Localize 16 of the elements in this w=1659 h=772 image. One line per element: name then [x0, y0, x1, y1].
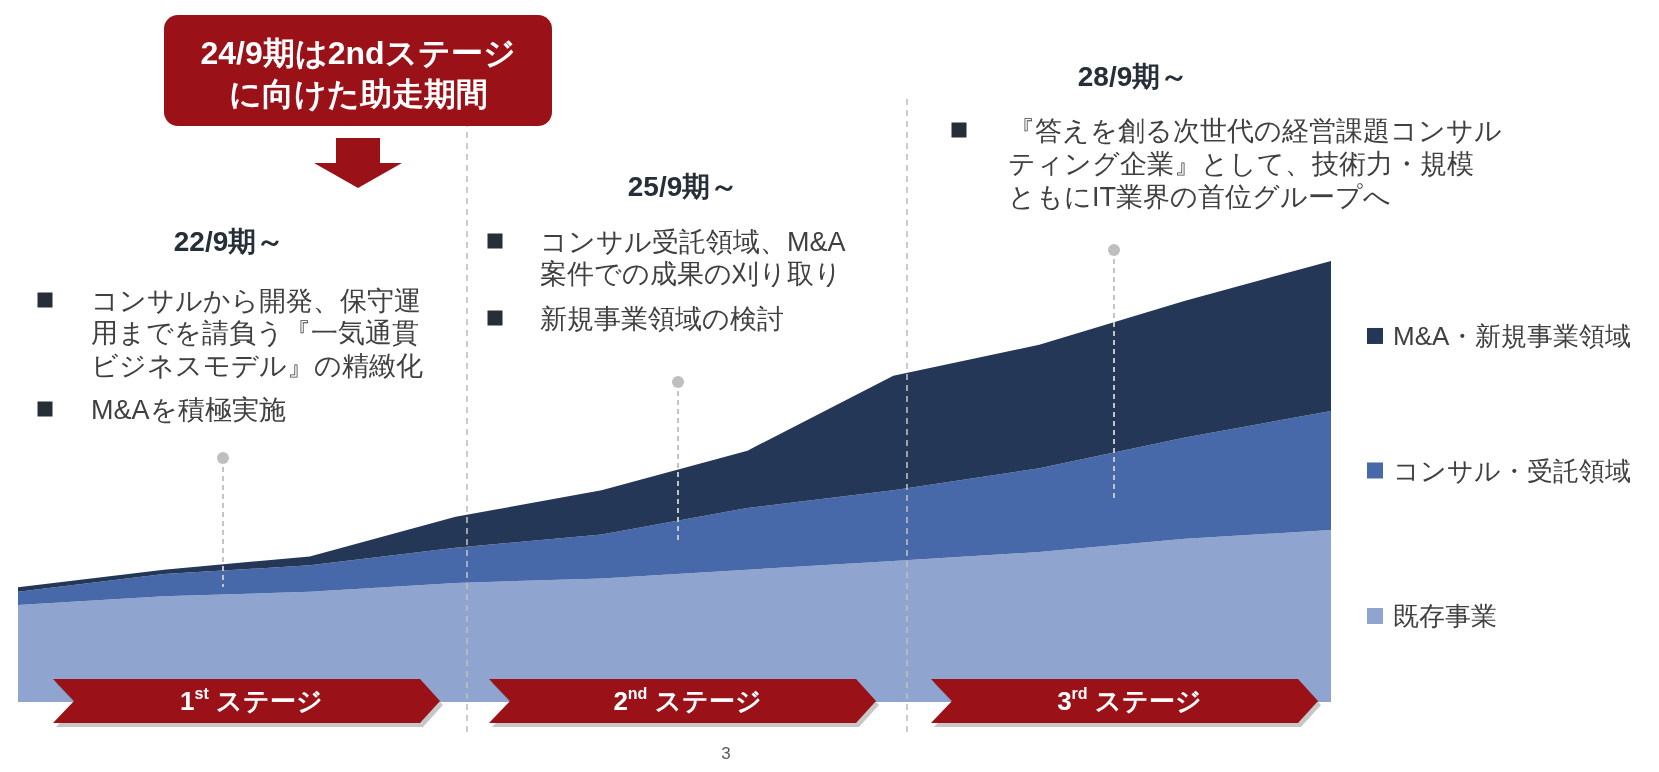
text: 22/9期～: [173, 226, 285, 258]
legend-label: 既存事業: [1393, 601, 1497, 632]
annotation: 1$^{st}$ ステージ: [180, 685, 323, 717]
annotation: 3$^{rd}$ ステージ: [1057, 685, 1202, 717]
annotation: コンサル受託領域、M&A案件での成果の刈り取り: [540, 226, 846, 290]
annotation: M&Aを積極実施: [91, 394, 286, 425]
text: 28/9期～: [1077, 61, 1189, 93]
legend-label: コンサル・受託領域: [1393, 455, 1631, 486]
text: 『答えを創る次世代の経営課題コンサルティング企業』として、技術力・規模ともにIT業界の首位グループへ: [1008, 115, 1502, 212]
text: 24/9期は2ndステージに向けた助走期間: [200, 34, 516, 112]
legend-label: M&A・新規事業領域: [1393, 321, 1632, 352]
text: 3: [721, 744, 731, 764]
annotation: 新規事業領域の検討: [540, 303, 784, 334]
annotation: コンサルから開発、保守運用までを請負う『一気通貫ビジネスモデル』の精緻化: [91, 285, 423, 381]
text: 25/9期～: [627, 171, 739, 203]
annotation: 2$^{nd}$ ステージ: [613, 685, 762, 717]
